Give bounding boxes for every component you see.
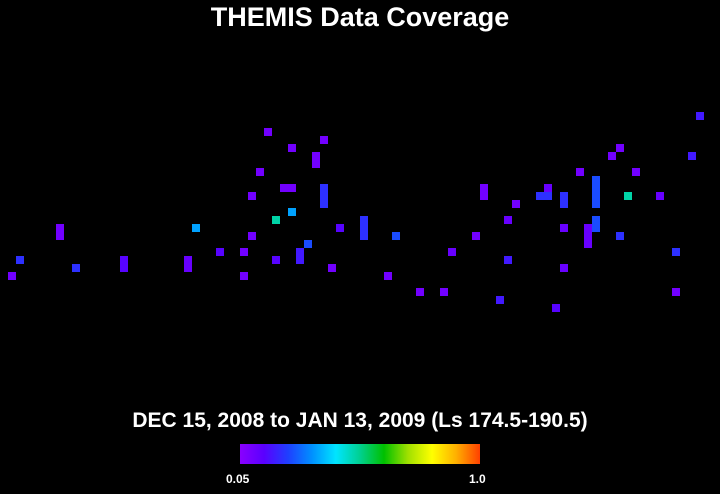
coverage-cell [360, 232, 368, 240]
coverage-cell [192, 224, 200, 232]
coverage-cell [416, 288, 424, 296]
coverage-cell [560, 200, 568, 208]
coverage-cell [304, 240, 312, 248]
coverage-cell [72, 264, 80, 272]
coverage-cell [616, 144, 624, 152]
coverage-cell [184, 264, 192, 272]
coverage-cell [592, 224, 600, 232]
coverage-cell [512, 200, 520, 208]
coverage-cell [16, 256, 24, 264]
coverage-cell [632, 168, 640, 176]
coverage-cell [336, 224, 344, 232]
coverage-cell [552, 304, 560, 312]
coverage-cell [592, 216, 600, 224]
coverage-cell [240, 272, 248, 280]
coverage-cell [624, 192, 632, 200]
coverage-cell [120, 256, 128, 264]
coverage-cell [480, 192, 488, 200]
coverage-cell [120, 264, 128, 272]
coverage-cell [592, 184, 600, 192]
coverage-cell [392, 232, 400, 240]
coverage-cell [560, 264, 568, 272]
coverage-cell [576, 168, 584, 176]
coverage-cell [56, 224, 64, 232]
coverage-cell [272, 216, 280, 224]
coverage-cell [688, 152, 696, 160]
date-range-label: DEC 15, 2008 to JAN 13, 2009 (Ls 174.5-1… [132, 409, 588, 432]
coverage-cell [256, 168, 264, 176]
colorbar [240, 444, 480, 464]
coverage-cell [584, 224, 592, 232]
coverage-cell [696, 112, 704, 120]
coverage-cell [240, 248, 248, 256]
coverage-cell [360, 224, 368, 232]
coverage-cell [560, 224, 568, 232]
coverage-cell [584, 232, 592, 240]
coverage-cell [296, 256, 304, 264]
coverage-cell [472, 232, 480, 240]
coverage-cell [328, 264, 336, 272]
coverage-cell [312, 152, 320, 160]
chart-title: THEMIS Data Coverage [210, 2, 510, 32]
coverage-cell [592, 192, 600, 200]
coverage-cell [184, 256, 192, 264]
coverage-cell [360, 216, 368, 224]
coverage-cell [288, 208, 296, 216]
coverage-cell [544, 184, 552, 192]
coverage-cell [320, 192, 328, 200]
coverage-cell [592, 200, 600, 208]
coverage-cell [272, 256, 280, 264]
coverage-cell [672, 248, 680, 256]
coverage-cell [440, 288, 448, 296]
coverage-cell [320, 200, 328, 208]
coverage-cell [560, 192, 568, 200]
coverage-cell [672, 288, 680, 296]
coverage-cell [544, 192, 552, 200]
coverage-cell [320, 136, 328, 144]
coverage-cell [288, 144, 296, 152]
coverage-cell [496, 296, 504, 304]
coverage-cell [56, 232, 64, 240]
coverage-cell [480, 184, 488, 192]
coverage-cell [384, 272, 392, 280]
coverage-cell [280, 184, 288, 192]
coverage-cell [504, 216, 512, 224]
coverage-cell [312, 160, 320, 168]
coverage-cell [616, 232, 624, 240]
coverage-cell [320, 184, 328, 192]
coverage-cell [608, 152, 616, 160]
coverage-cell [216, 248, 224, 256]
coverage-cell [504, 256, 512, 264]
colorbar-max-label: 1.0 [469, 472, 486, 486]
coverage-cell [248, 232, 256, 240]
colorbar-min-label: 0.05 [226, 472, 250, 486]
coverage-cell [288, 184, 296, 192]
coverage-cell [264, 128, 272, 136]
coverage-cell [656, 192, 664, 200]
coverage-cell [448, 248, 456, 256]
coverage-cell [536, 192, 544, 200]
coverage-cell [296, 248, 304, 256]
coverage-cell [592, 176, 600, 184]
coverage-cell [584, 240, 592, 248]
coverage-cell [8, 272, 16, 280]
coverage-cell [248, 192, 256, 200]
